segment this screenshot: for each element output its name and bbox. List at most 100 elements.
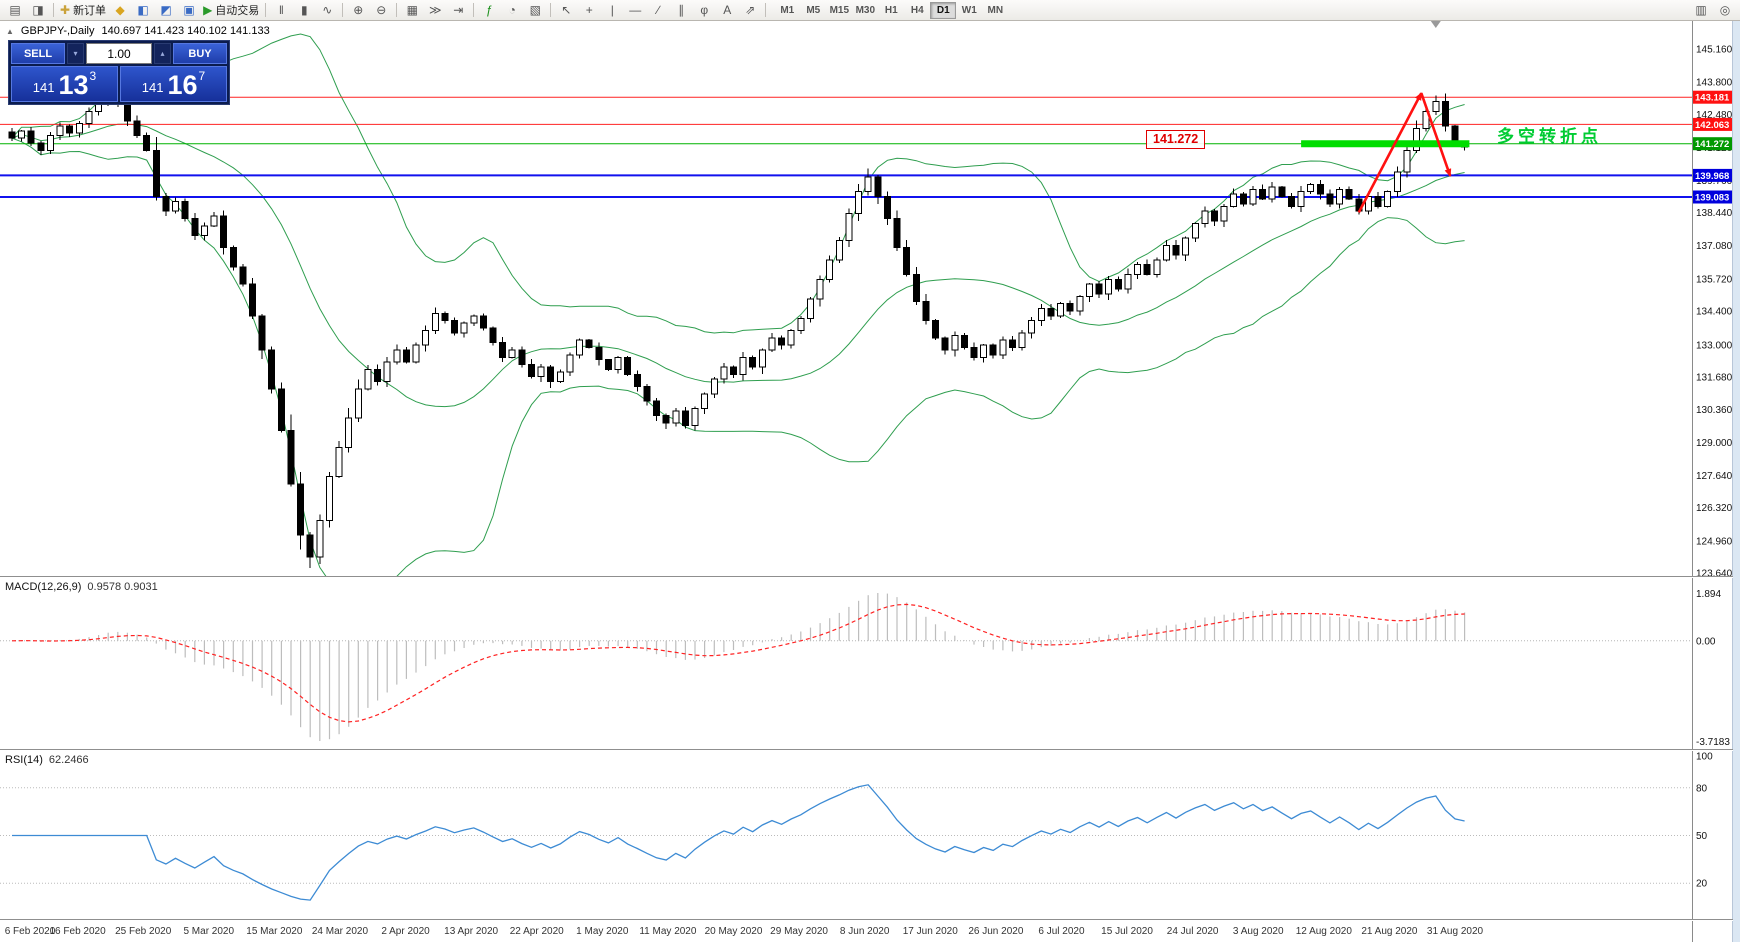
timeframe-m1[interactable]: M1 bbox=[780, 4, 795, 16]
channel-icon-glyph: ∥ bbox=[678, 3, 685, 17]
tile-windows-icon[interactable]: ▦ bbox=[401, 2, 423, 19]
arrow-tool-icon[interactable]: ⇗ bbox=[739, 2, 761, 19]
navigator-icon-glyph: ◩ bbox=[160, 3, 172, 17]
new-order-button[interactable]: ✚ 新订单 bbox=[58, 2, 108, 19]
date-label: 11 May 2020 bbox=[639, 926, 697, 937]
price-pane[interactable] bbox=[0, 33, 1692, 593]
bid-big-digits: 13 bbox=[58, 70, 89, 100]
autotrading-button-label: 自动交易 bbox=[215, 5, 260, 17]
date-label: 6 Jul 2020 bbox=[1038, 926, 1085, 937]
line-chart-icon-glyph: ∿ bbox=[322, 3, 333, 17]
text-icon[interactable]: A bbox=[716, 2, 738, 19]
date-label: 26 Jun 2020 bbox=[968, 926, 1023, 937]
new-order-button-glyph: ✚ bbox=[60, 3, 71, 17]
candlestick-chart-icon[interactable]: ▮ bbox=[293, 2, 315, 19]
autotrading-button[interactable]: ▶ 自动交易 bbox=[201, 2, 261, 19]
periods-icon[interactable]: ◔ bbox=[501, 2, 523, 19]
sell-price-button[interactable]: 141 13 3 bbox=[11, 66, 118, 102]
price-tick-label: 126.320 bbox=[1696, 503, 1733, 514]
metaeditor-icon-glyph: ◆ bbox=[115, 3, 125, 17]
macd-pane[interactable] bbox=[0, 593, 1692, 741]
navigator-icon[interactable]: ◩ bbox=[155, 2, 177, 19]
rsi-line bbox=[12, 784, 1465, 901]
terminal-icon-glyph: ▣ bbox=[183, 3, 195, 17]
volume-input[interactable] bbox=[86, 43, 152, 64]
search-icon[interactable]: ◎ bbox=[1714, 2, 1736, 19]
timeframe-w1[interactable]: W1 bbox=[961, 4, 977, 16]
zoom-out-icon[interactable]: ⊖ bbox=[370, 2, 392, 19]
date-label: 22 Apr 2020 bbox=[510, 926, 564, 937]
profiles-icon[interactable]: ◨ bbox=[27, 2, 49, 19]
horizontal-line-icon-glyph: — bbox=[629, 3, 642, 17]
line-chart-icon[interactable]: ∿ bbox=[316, 2, 338, 19]
new-chart-icon-glyph: ▤ bbox=[9, 3, 21, 17]
price-axis[interactable]: 145.160143.800142.480141.120139.760138.4… bbox=[1692, 45, 1733, 580]
indicators-icon[interactable]: ƒ bbox=[478, 2, 500, 19]
arrow-tool-icon-glyph: ⇗ bbox=[745, 3, 756, 17]
terminal-icon[interactable]: ▣ bbox=[178, 2, 200, 19]
toolbar-separator bbox=[473, 3, 475, 17]
sell-button[interactable]: SELL bbox=[11, 43, 65, 64]
chart-symbol-period: GBPJPY-,Daily bbox=[20, 25, 95, 37]
ask-big-digits: 16 bbox=[167, 70, 198, 100]
date-label: 12 Aug 2020 bbox=[1296, 926, 1353, 937]
timeframe-mn[interactable]: MN bbox=[987, 4, 1004, 16]
price-tick-label: 137.080 bbox=[1696, 241, 1733, 252]
crosshair-icon[interactable]: + bbox=[578, 2, 600, 19]
pane-separator-main-macd[interactable] bbox=[0, 576, 1733, 578]
date-label: 1 May 2020 bbox=[576, 926, 629, 937]
timeframe-h1[interactable]: H1 bbox=[884, 4, 898, 16]
price-tag bbox=[1692, 90, 1733, 104]
timeframe-d1[interactable]: D1 bbox=[930, 1, 957, 19]
rsi-pane[interactable] bbox=[0, 784, 1692, 901]
timeframe-m5[interactable]: M5 bbox=[806, 4, 821, 16]
templates-icon[interactable]: ▧ bbox=[524, 2, 546, 19]
fibonacci-icon[interactable]: φ bbox=[693, 2, 715, 19]
vertical-scrollbar[interactable] bbox=[1732, 20, 1740, 942]
date-label: 15 Jul 2020 bbox=[1101, 926, 1153, 937]
auto-scroll-icon[interactable]: ≫ bbox=[424, 2, 446, 19]
chart-title: ▲ GBPJPY-,Daily 140.697 141.423 140.102 … bbox=[6, 25, 270, 37]
trendline-icon[interactable]: ∕ bbox=[647, 2, 669, 19]
market-watch-icon[interactable]: ◧ bbox=[132, 2, 154, 19]
chart-shift-icon[interactable]: ⇥ bbox=[447, 2, 469, 19]
macd-label: MACD(12,26,9) 0.9578 0.9031 bbox=[5, 581, 158, 593]
macd-values: 0.9578 0.9031 bbox=[87, 581, 158, 593]
bar-chart-icon[interactable]: ‖ bbox=[270, 2, 292, 19]
trend-arrow[interactable] bbox=[1357, 92, 1423, 214]
channel-icon[interactable]: ∥ bbox=[670, 2, 692, 19]
date-label: 6 Feb 2020 bbox=[5, 926, 56, 937]
cursor-icon[interactable]: ↖ bbox=[555, 2, 577, 19]
data-window-icon[interactable]: ▥ bbox=[1690, 2, 1712, 19]
macd-signal-line bbox=[11, 603, 1465, 723]
volume-decrease-button[interactable]: ▾ bbox=[67, 43, 84, 64]
price-tick-label: 135.720 bbox=[1696, 274, 1733, 285]
pivot-annotation-text[interactable]: 多空转折点 bbox=[1497, 127, 1602, 146]
timeframe-m15[interactable]: M15 bbox=[829, 4, 850, 16]
new-chart-icon[interactable]: ▤ bbox=[4, 2, 26, 19]
vertical-line-icon[interactable]: | bbox=[601, 2, 623, 19]
toolbar-separator bbox=[265, 3, 267, 17]
templates-icon-glyph: ▧ bbox=[529, 3, 541, 17]
price-tick-label: 145.160 bbox=[1696, 45, 1733, 56]
pivot-price-label[interactable]: 141.272 bbox=[1146, 130, 1206, 149]
one-click-collapse-icon[interactable]: ▲ bbox=[6, 26, 14, 36]
zoom-out-icon-glyph: ⊖ bbox=[376, 3, 387, 17]
new-order-button-label: 新订单 bbox=[73, 5, 107, 17]
trend-arrow[interactable] bbox=[1420, 92, 1452, 177]
timeframe-m30[interactable]: M30 bbox=[855, 4, 876, 16]
timeframe-h4[interactable]: H4 bbox=[910, 4, 924, 16]
trendline-icon-glyph: ∕ bbox=[657, 3, 660, 17]
date-label: 20 May 2020 bbox=[705, 926, 763, 937]
candlestick-chart-icon-glyph: ▮ bbox=[300, 3, 308, 17]
volume-increase-button[interactable]: ▴ bbox=[154, 43, 171, 64]
buy-price-button[interactable]: 141 16 7 bbox=[120, 66, 227, 102]
zoom-in-icon[interactable]: ⊕ bbox=[347, 2, 369, 19]
metaeditor-icon[interactable]: ◆ bbox=[109, 2, 131, 19]
buy-button[interactable]: BUY bbox=[173, 43, 227, 64]
horizontal-line-icon[interactable]: — bbox=[624, 2, 646, 19]
chart-shift-marker[interactable] bbox=[1430, 21, 1441, 28]
pane-separator-macd-rsi[interactable] bbox=[0, 749, 1733, 751]
